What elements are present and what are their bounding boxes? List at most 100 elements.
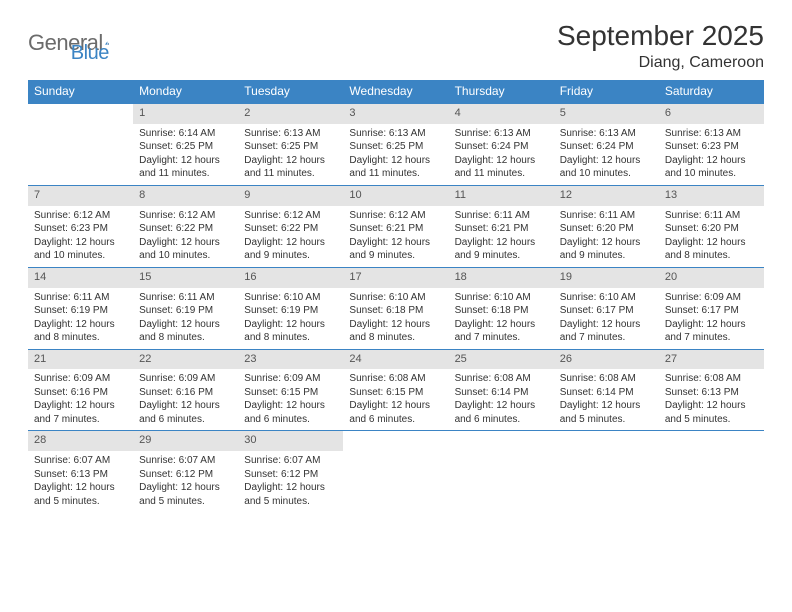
day-line: Daylight: 12 hours (455, 318, 548, 332)
day-line: and 6 minutes. (244, 413, 337, 427)
weekday-header: Friday (554, 80, 659, 104)
day-number: 20 (659, 268, 764, 288)
day-line: Sunset: 6:24 PM (560, 140, 653, 154)
day-line: Sunset: 6:23 PM (665, 140, 758, 154)
calendar-day-cell: 25Sunrise: 6:08 AMSunset: 6:14 PMDayligh… (449, 349, 554, 431)
day-content: Sunrise: 6:13 AMSunset: 6:25 PMDaylight:… (238, 124, 343, 185)
day-line: Daylight: 12 hours (34, 236, 127, 250)
day-line: Daylight: 12 hours (244, 399, 337, 413)
month-year: September 2025 (557, 20, 764, 52)
day-line: and 11 minutes. (455, 167, 548, 181)
day-line: and 10 minutes. (665, 167, 758, 181)
day-line: Sunrise: 6:11 AM (665, 209, 758, 223)
day-number: 9 (238, 186, 343, 206)
calendar-day-cell: 16Sunrise: 6:10 AMSunset: 6:19 PMDayligh… (238, 267, 343, 349)
day-line: and 8 minutes. (34, 331, 127, 345)
calendar-day-cell: 30Sunrise: 6:07 AMSunset: 6:12 PMDayligh… (238, 431, 343, 512)
day-line: Sunset: 6:18 PM (455, 304, 548, 318)
day-line: Sunset: 6:15 PM (349, 386, 442, 400)
day-line: Sunset: 6:19 PM (139, 304, 232, 318)
day-line: and 11 minutes. (244, 167, 337, 181)
day-line: and 9 minutes. (455, 249, 548, 263)
day-line: Daylight: 12 hours (139, 236, 232, 250)
calendar-day-cell: 12Sunrise: 6:11 AMSunset: 6:20 PMDayligh… (554, 185, 659, 267)
day-line: Daylight: 12 hours (244, 481, 337, 495)
day-line: Sunset: 6:25 PM (349, 140, 442, 154)
day-line: Sunrise: 6:09 AM (139, 372, 232, 386)
day-line: Sunset: 6:15 PM (244, 386, 337, 400)
day-line: Sunrise: 6:09 AM (34, 372, 127, 386)
day-number: 29 (133, 431, 238, 451)
calendar-day-cell: 15Sunrise: 6:11 AMSunset: 6:19 PMDayligh… (133, 267, 238, 349)
day-content: Sunrise: 6:12 AMSunset: 6:23 PMDaylight:… (28, 206, 133, 267)
day-line: Sunrise: 6:12 AM (139, 209, 232, 223)
day-line: Daylight: 12 hours (349, 399, 442, 413)
weekday-header-row: Sunday Monday Tuesday Wednesday Thursday… (28, 80, 764, 104)
day-line: Sunrise: 6:08 AM (349, 372, 442, 386)
day-content: Sunrise: 6:10 AMSunset: 6:19 PMDaylight:… (238, 288, 343, 349)
calendar-day-cell: 10Sunrise: 6:12 AMSunset: 6:21 PMDayligh… (343, 185, 448, 267)
day-content: Sunrise: 6:11 AMSunset: 6:19 PMDaylight:… (133, 288, 238, 349)
day-content: Sunrise: 6:10 AMSunset: 6:17 PMDaylight:… (554, 288, 659, 349)
day-number: 21 (28, 350, 133, 370)
calendar-day-cell: 26Sunrise: 6:08 AMSunset: 6:14 PMDayligh… (554, 349, 659, 431)
day-line: Daylight: 12 hours (560, 154, 653, 168)
day-content: Sunrise: 6:08 AMSunset: 6:14 PMDaylight:… (554, 369, 659, 430)
calendar-day-cell: 4Sunrise: 6:13 AMSunset: 6:24 PMDaylight… (449, 104, 554, 186)
calendar-day-cell: 6Sunrise: 6:13 AMSunset: 6:23 PMDaylight… (659, 104, 764, 186)
day-content: Sunrise: 6:07 AMSunset: 6:12 PMDaylight:… (238, 451, 343, 512)
day-line: and 11 minutes. (349, 167, 442, 181)
day-line: Daylight: 12 hours (349, 236, 442, 250)
day-line: and 5 minutes. (244, 495, 337, 509)
day-line: and 6 minutes. (455, 413, 548, 427)
day-content: Sunrise: 6:11 AMSunset: 6:20 PMDaylight:… (659, 206, 764, 267)
day-line: and 8 minutes. (139, 331, 232, 345)
day-line: Sunset: 6:12 PM (244, 468, 337, 482)
day-line: Daylight: 12 hours (34, 318, 127, 332)
day-number: 8 (133, 186, 238, 206)
day-line: Sunrise: 6:10 AM (244, 291, 337, 305)
day-line: Sunrise: 6:13 AM (455, 127, 548, 141)
page-header: General Blue September 2025 Diang, Camer… (28, 20, 764, 72)
day-line: Daylight: 12 hours (244, 318, 337, 332)
day-number: 28 (28, 431, 133, 451)
day-line: and 7 minutes. (665, 331, 758, 345)
day-line: and 10 minutes. (34, 249, 127, 263)
day-line: Sunset: 6:22 PM (244, 222, 337, 236)
day-number: 3 (343, 104, 448, 124)
day-line: Daylight: 12 hours (244, 236, 337, 250)
calendar-week-row: 28Sunrise: 6:07 AMSunset: 6:13 PMDayligh… (28, 431, 764, 512)
day-content: Sunrise: 6:10 AMSunset: 6:18 PMDaylight:… (343, 288, 448, 349)
calendar-day-cell: 9Sunrise: 6:12 AMSunset: 6:22 PMDaylight… (238, 185, 343, 267)
day-line: Sunset: 6:20 PM (665, 222, 758, 236)
day-line: Sunrise: 6:08 AM (455, 372, 548, 386)
day-line: Daylight: 12 hours (139, 399, 232, 413)
day-line: Daylight: 12 hours (665, 318, 758, 332)
day-line: Sunrise: 6:07 AM (34, 454, 127, 468)
day-line: and 10 minutes. (139, 249, 232, 263)
day-line: Sunrise: 6:08 AM (560, 372, 653, 386)
day-number: 27 (659, 350, 764, 370)
day-line: Sunset: 6:17 PM (665, 304, 758, 318)
day-line: Sunrise: 6:12 AM (244, 209, 337, 223)
day-line: Sunset: 6:25 PM (139, 140, 232, 154)
day-number: 11 (449, 186, 554, 206)
day-line: and 7 minutes. (34, 413, 127, 427)
calendar-day-cell: 14Sunrise: 6:11 AMSunset: 6:19 PMDayligh… (28, 267, 133, 349)
calendar-day-cell (659, 431, 764, 512)
day-number: 22 (133, 350, 238, 370)
day-line: and 5 minutes. (560, 413, 653, 427)
day-line: and 8 minutes. (665, 249, 758, 263)
day-line: Sunset: 6:12 PM (139, 468, 232, 482)
day-content: Sunrise: 6:11 AMSunset: 6:21 PMDaylight:… (449, 206, 554, 267)
calendar-day-cell: 28Sunrise: 6:07 AMSunset: 6:13 PMDayligh… (28, 431, 133, 512)
calendar-week-row: 7Sunrise: 6:12 AMSunset: 6:23 PMDaylight… (28, 185, 764, 267)
day-content: Sunrise: 6:12 AMSunset: 6:21 PMDaylight:… (343, 206, 448, 267)
day-line: Sunrise: 6:14 AM (139, 127, 232, 141)
day-content: Sunrise: 6:12 AMSunset: 6:22 PMDaylight:… (238, 206, 343, 267)
day-line: Sunset: 6:14 PM (560, 386, 653, 400)
day-content: Sunrise: 6:10 AMSunset: 6:18 PMDaylight:… (449, 288, 554, 349)
weekday-header: Thursday (449, 80, 554, 104)
day-line: and 5 minutes. (34, 495, 127, 509)
day-content: Sunrise: 6:12 AMSunset: 6:22 PMDaylight:… (133, 206, 238, 267)
